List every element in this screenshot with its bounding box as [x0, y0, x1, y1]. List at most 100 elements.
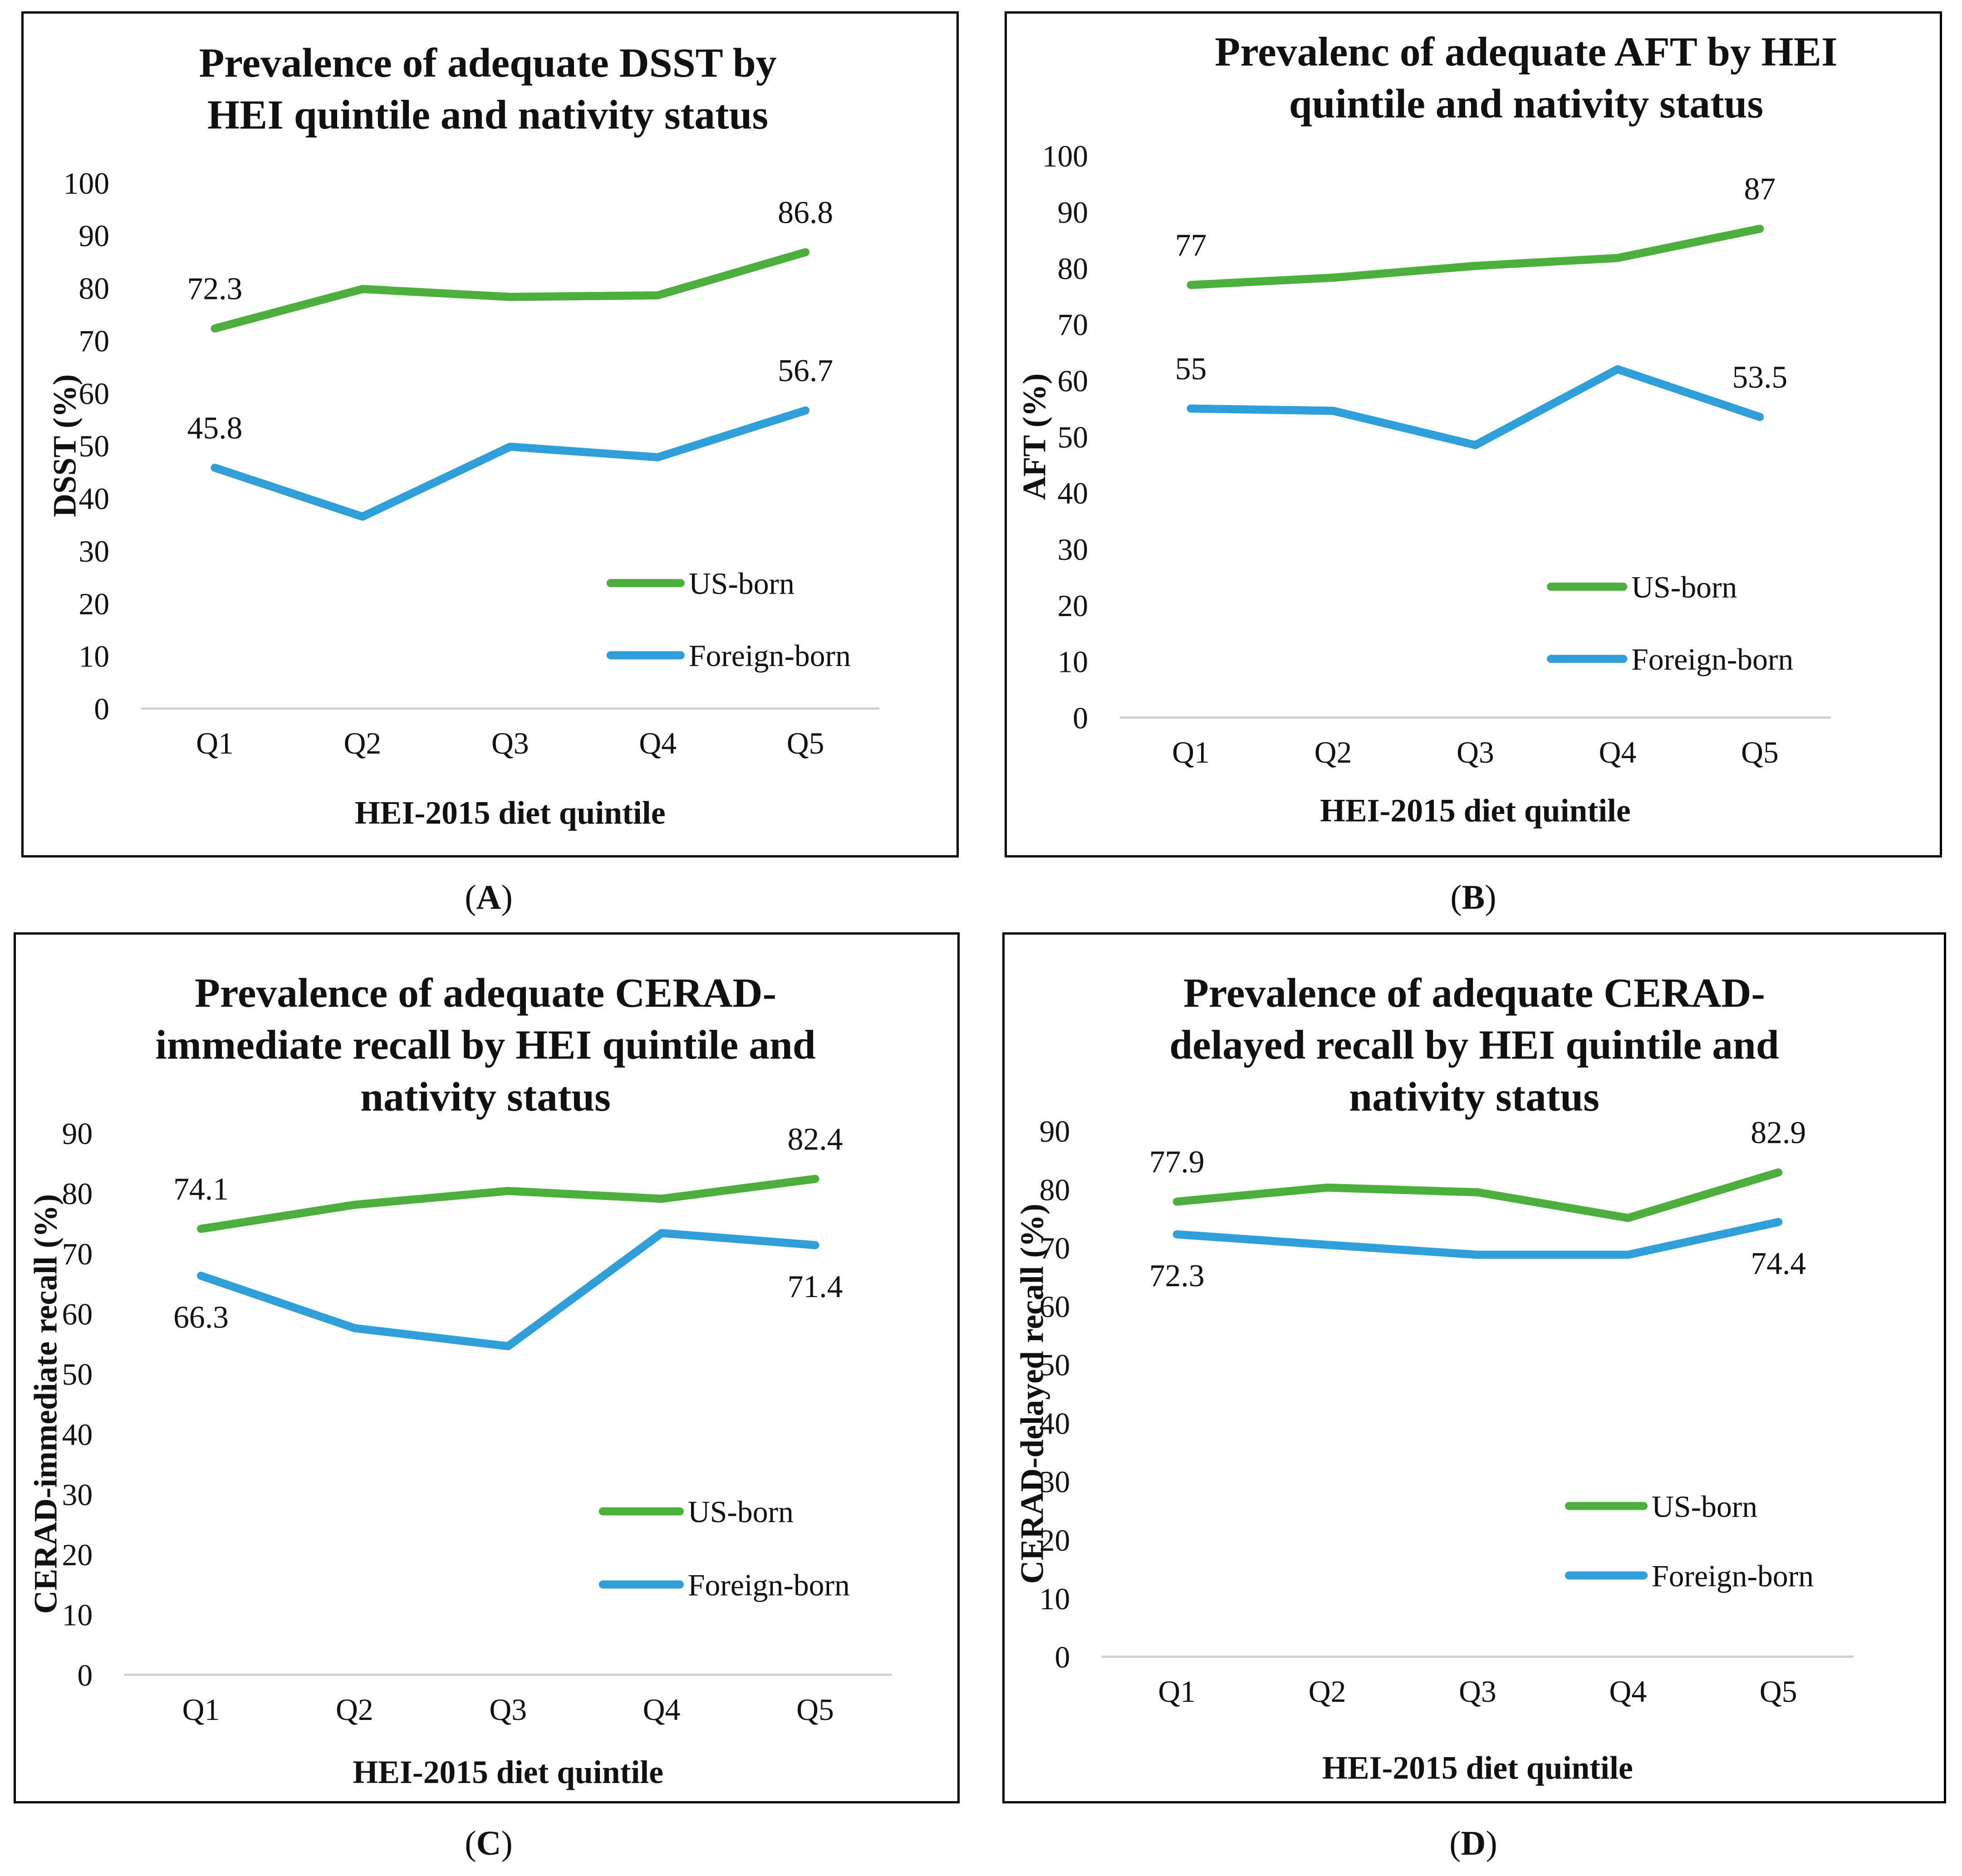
data-point [214, 327, 216, 329]
y-tick-label: 20 [1057, 589, 1088, 623]
data-point [661, 1232, 663, 1234]
data-point [1476, 1254, 1479, 1256]
x-tick-label: Q3 [491, 726, 529, 760]
data-point [361, 288, 363, 290]
data-point [507, 1345, 509, 1347]
y-tick-label: 10 [1057, 645, 1088, 679]
y-tick-label: 100 [64, 167, 109, 201]
y-tick-label: 80 [62, 1177, 93, 1211]
caption-c-letter: C [476, 1824, 501, 1862]
series-line-foreign-born [197, 1229, 819, 1351]
x-tick-label: Q4 [1599, 735, 1637, 769]
y-tick-label: 40 [78, 482, 109, 516]
legend-label: US-born [1652, 1489, 1757, 1523]
x-tick-label: Q5 [787, 726, 824, 760]
data-point [1777, 1171, 1780, 1174]
y-tick-label: 50 [1057, 420, 1088, 454]
y-tick-label: 80 [78, 272, 109, 306]
legend-label: US-born [689, 567, 795, 601]
data-point [1176, 1233, 1178, 1235]
series-line-foreign-born [1187, 365, 1764, 449]
data-point [1176, 1200, 1178, 1203]
caption-a-letter: A [476, 878, 501, 916]
chart-panel-d: Prevalence of adequate CERAD-delayed rec… [1002, 932, 1946, 1803]
data-point [200, 1228, 202, 1230]
caption-a: (A) [465, 878, 513, 916]
data-label: 56.7 [778, 353, 833, 388]
data-label: 74.1 [173, 1172, 229, 1207]
y-tick-label: 40 [1040, 1406, 1070, 1440]
y-axis-title: AFT (%) [1017, 373, 1053, 500]
caption-c: (C) [465, 1824, 513, 1862]
chart-title-line: delayed recall by HEI quintile and [1169, 1022, 1779, 1068]
legend-label: Foreign-born [1631, 642, 1793, 676]
y-tick-label: 100 [1042, 139, 1088, 173]
y-tick-label: 50 [78, 429, 109, 463]
y-tick-label: 20 [1040, 1523, 1070, 1558]
y-tick-label: 0 [77, 1658, 93, 1692]
caption-d: (D) [1449, 1824, 1497, 1862]
data-point [509, 446, 511, 448]
y-tick-label: 90 [78, 219, 109, 253]
data-point [214, 467, 216, 469]
x-tick-label: Q5 [1760, 1675, 1797, 1709]
x-axis-title: HEI-2015 diet quintile [353, 1754, 663, 1790]
chart-title-line: immediate recall by HEI quintile and [155, 1022, 815, 1068]
y-tick-label: 20 [78, 587, 109, 621]
data-point [353, 1204, 356, 1206]
y-tick-label: 60 [62, 1298, 93, 1332]
x-tick-label: Q4 [1609, 1675, 1647, 1709]
data-label: 82.9 [1751, 1116, 1806, 1151]
x-tick-label: Q4 [639, 726, 677, 760]
x-tick-label: Q1 [1158, 1675, 1196, 1709]
caption-b: (B) [1450, 878, 1496, 916]
y-tick-label: 90 [1057, 196, 1088, 230]
data-label: 72.3 [187, 271, 243, 306]
data-point [1190, 284, 1192, 286]
data-point [353, 1327, 356, 1329]
y-tick-label: 40 [62, 1418, 93, 1452]
data-label: 74.4 [1751, 1246, 1806, 1281]
data-label: 82.4 [788, 1122, 843, 1157]
x-tick-label: Q3 [1459, 1675, 1496, 1709]
y-tick-label: 30 [1040, 1465, 1070, 1499]
chart-title-line: Prevalenc of adequate AFT by HEI [1215, 28, 1837, 74]
data-point [1627, 1254, 1629, 1256]
data-point [657, 456, 659, 458]
x-tick-label: Q3 [1457, 735, 1494, 769]
data-point [509, 296, 511, 298]
y-tick-label: 50 [62, 1357, 93, 1391]
y-tick-label: 10 [62, 1598, 93, 1632]
data-point [1616, 257, 1619, 259]
x-tick-label: Q4 [643, 1693, 681, 1727]
y-tick-label: 70 [1057, 308, 1088, 342]
data-point [1474, 265, 1476, 267]
data-point [657, 294, 659, 296]
chart-title-line: Prevalence of adequate CERAD- [1183, 970, 1765, 1016]
x-tick-label: Q1 [182, 1693, 220, 1727]
y-tick-label: 0 [94, 692, 109, 726]
y-tick-label: 70 [62, 1237, 93, 1271]
data-label: 77 [1175, 228, 1207, 263]
x-tick-label: Q2 [1315, 735, 1352, 769]
chart-title-line: nativity status [1349, 1073, 1599, 1120]
series-line-us-born [197, 1175, 819, 1233]
data-point [1627, 1217, 1629, 1219]
data-point [1190, 407, 1192, 410]
y-tick-label: 60 [1040, 1290, 1070, 1324]
chart-title-line: Prevalence of adequate DSST by [199, 39, 776, 86]
data-label: 55 [1175, 352, 1207, 387]
data-label: 86.8 [778, 195, 833, 230]
data-point [814, 1178, 816, 1180]
chart-svg-a: Prevalence of adequate DSST by HEI quinti… [47, 39, 879, 831]
x-tick-label: Q2 [336, 1693, 373, 1727]
data-point [1326, 1186, 1329, 1189]
chart-title-line: quintile and nativity status [1289, 80, 1763, 127]
series-line-us-born [1187, 225, 1764, 289]
series-line-us-born [211, 248, 810, 333]
data-label: 53.5 [1732, 360, 1787, 395]
legend-label: Foreign-born [689, 639, 851, 673]
y-tick-label: 10 [1040, 1582, 1070, 1616]
data-point [507, 1190, 509, 1192]
y-tick-label: 80 [1057, 252, 1088, 286]
